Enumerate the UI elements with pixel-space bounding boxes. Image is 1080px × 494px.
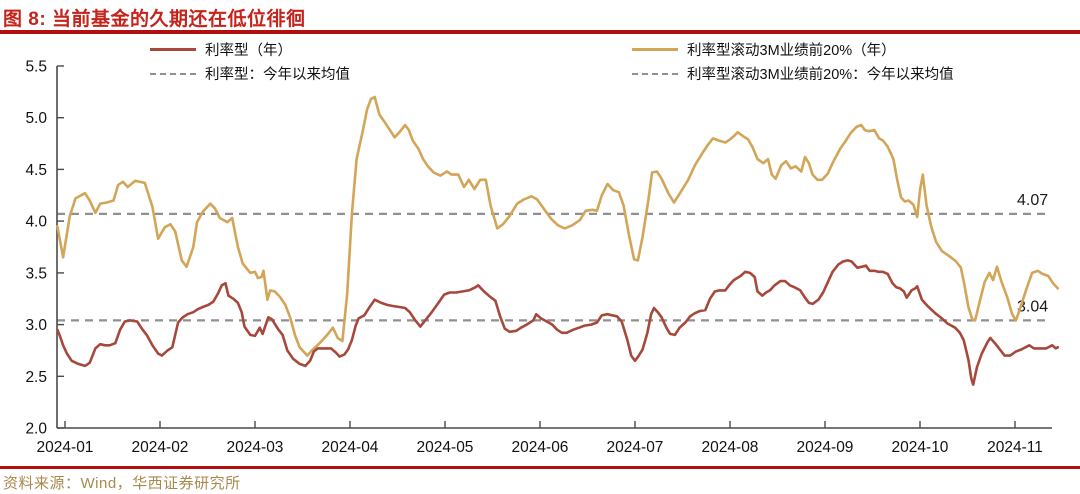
- y-tick-label: 3.5: [25, 265, 47, 282]
- y-tick-label: 2.5: [25, 369, 47, 386]
- x-tick-label: 2024-02: [132, 439, 189, 456]
- source-text: 资料来源：Wind，华西证券研究所: [3, 475, 241, 492]
- mean-line-label: 3.04: [1017, 298, 1048, 315]
- legend-label-top20-mean: 利率型滚动3M业绩前20%：今年以来均值: [687, 67, 954, 83]
- solid-line-swatch-top20: [632, 48, 678, 51]
- y-tick-label: 2.0: [25, 421, 47, 438]
- dashed-line-swatch-top20-mean: [632, 72, 678, 75]
- x-tick-label: 2024-01: [37, 439, 94, 456]
- legend-item-top20: 利率型滚动3M业绩前20%（年）: [632, 39, 896, 60]
- legend-label-top20: 利率型滚动3M业绩前20%（年）: [687, 43, 896, 59]
- y-tick-label: 4.5: [25, 162, 47, 179]
- legend-label-rate: 利率型（年）: [205, 43, 292, 59]
- y-tick-label: 5.5: [25, 59, 47, 76]
- legend-item-rate-mean: 利率型：今年以来均值: [150, 63, 350, 84]
- series-line-rate: [56, 259, 1060, 386]
- title-divider: [0, 30, 1080, 34]
- figure-title: 图 8: 当前基金的久期还在低位徘徊: [3, 9, 306, 30]
- x-tick-label: 2024-04: [322, 439, 379, 456]
- x-tick-label: 2024-09: [797, 439, 854, 456]
- legend-item-top20-mean: 利率型滚动3M业绩前20%：今年以来均值: [632, 63, 954, 84]
- solid-line-swatch-rate: [150, 48, 196, 51]
- x-tick-label: 2024-11: [987, 439, 1043, 456]
- legend-label-rate-mean: 利率型：今年以来均值: [205, 67, 350, 83]
- y-tick-label: 5.0: [25, 110, 47, 127]
- x-tick-label: 2024-10: [892, 439, 949, 456]
- y-tick-label: 4.0: [25, 214, 47, 231]
- x-tick-label: 2024-08: [702, 439, 759, 456]
- legend-item-rate: 利率型（年）: [150, 39, 292, 60]
- dashed-line-swatch-rate-mean: [150, 72, 196, 75]
- x-tick-label: 2024-07: [607, 439, 664, 456]
- source-divider: [0, 466, 1080, 469]
- x-tick-label: 2024-03: [227, 439, 284, 456]
- x-tick-label: 2024-05: [417, 439, 474, 456]
- y-tick-label: 3.0: [25, 317, 47, 334]
- series-line-top20: [56, 95, 1060, 357]
- mean-line-label: 4.07: [1017, 192, 1048, 209]
- x-tick-label: 2024-06: [512, 439, 569, 456]
